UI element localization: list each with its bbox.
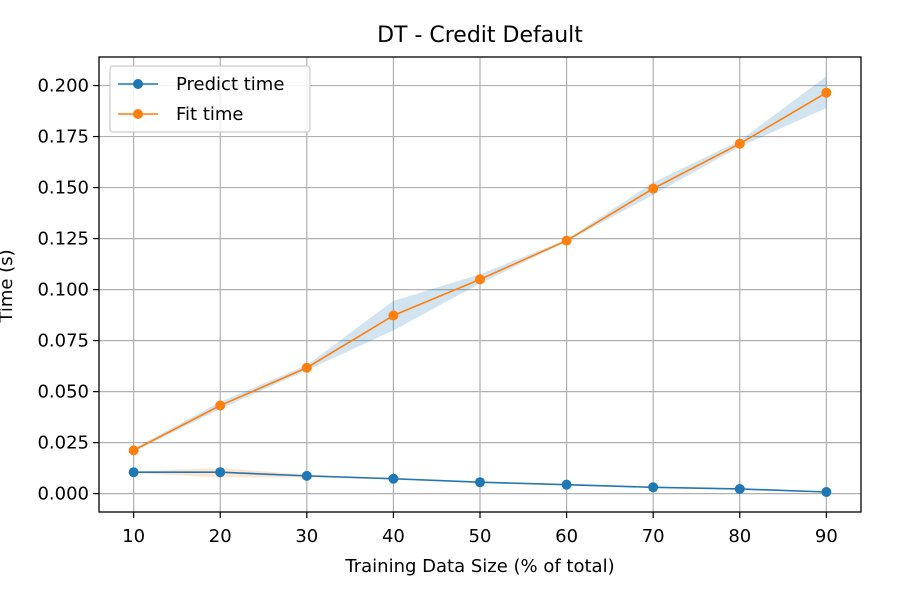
fit-time-point <box>388 310 399 321</box>
chart-title: DT - Credit Default <box>377 23 583 48</box>
legend-fit-time-label: Fit time <box>176 104 244 125</box>
x-tick-label: 60 <box>555 526 578 547</box>
x-tick-label: 80 <box>728 526 751 547</box>
y-tick-label: 0.100 <box>37 280 89 301</box>
predict-time-point <box>821 487 832 498</box>
y-tick-label: 0.050 <box>37 382 89 403</box>
y-tick-label: 0.075 <box>37 331 89 352</box>
y-axis-label: Time (s) <box>0 249 17 323</box>
y-tick-label: 0.000 <box>37 484 89 505</box>
fit-time-point <box>648 183 659 194</box>
fit-time-point <box>215 400 226 411</box>
x-tick-label: 50 <box>469 526 492 547</box>
predict-time-point <box>734 483 745 494</box>
legend-fit-time-marker <box>133 109 143 119</box>
predict-time-point <box>648 482 659 493</box>
grid <box>99 57 861 512</box>
predict-time-point <box>561 479 572 490</box>
y-tick-label: 0.175 <box>37 127 89 148</box>
legend-box <box>109 65 311 133</box>
fit-time-point <box>821 87 832 98</box>
x-axis-ticks: 10 20 30 40 50 60 70 80 90 <box>122 512 838 547</box>
x-axis-label: Training Data Size (% of total) <box>344 556 614 577</box>
x-tick-label: 70 <box>642 526 665 547</box>
x-tick-label: 90 <box>815 526 838 547</box>
fit-time-point <box>561 235 572 246</box>
fit-time-point <box>475 274 485 285</box>
legend-predict-time-label: Predict time <box>176 74 284 95</box>
y-tick-label: 0.200 <box>37 76 89 97</box>
y-axis-ticks: 0.000 0.025 0.050 0.075 0.100 0.125 0.150 0.175… <box>37 76 99 505</box>
x-tick-label: 20 <box>209 526 232 547</box>
legend-predict-time-marker <box>133 79 143 89</box>
fit-time-point <box>734 138 745 149</box>
predict-time-point <box>128 467 139 478</box>
y-tick-label: 0.125 <box>37 229 89 250</box>
x-tick-label: 30 <box>295 526 318 547</box>
series-points <box>128 87 832 498</box>
y-tick-label: 0.025 <box>37 433 89 454</box>
predict-time-point <box>388 473 399 484</box>
fit-time-point <box>301 362 312 373</box>
predict-time-point <box>301 470 312 481</box>
x-tick-label: 10 <box>122 526 145 547</box>
legend: Predict time Fit time <box>109 65 311 133</box>
x-tick-label: 40 <box>382 526 405 547</box>
y-tick-label: 0.150 <box>37 178 89 199</box>
predict-time-point <box>215 467 226 478</box>
predict-time-point <box>475 477 485 488</box>
fit-time-point <box>128 445 139 456</box>
